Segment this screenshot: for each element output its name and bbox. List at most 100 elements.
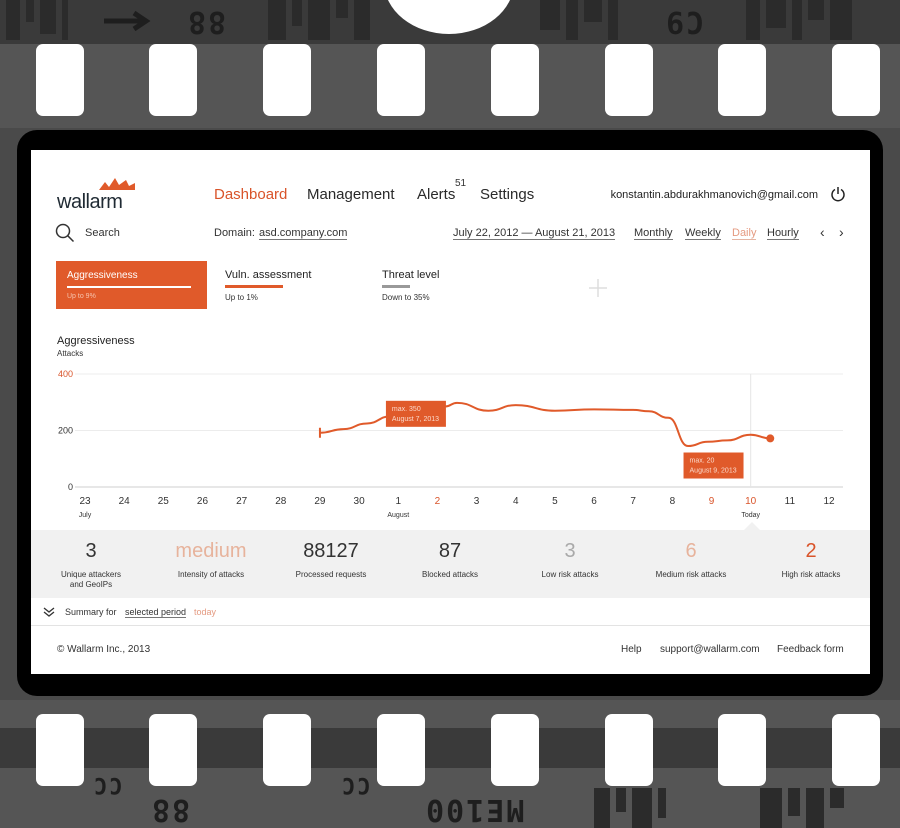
x-tick-label: 1: [395, 496, 401, 507]
metric-tab-subtitle: Up to 9%: [67, 293, 96, 300]
user-email[interactable]: konstantin.abdurakhmanovich@gmail.com: [610, 189, 818, 201]
period-daily[interactable]: Daily: [732, 227, 757, 240]
expand-chevron-icon[interactable]: [43, 606, 55, 618]
next-period-button[interactable]: ›: [839, 224, 844, 240]
x-tick-label: 3: [474, 496, 480, 507]
period-hourly[interactable]: Hourly: [767, 227, 799, 240]
stat-value: 87: [438, 540, 462, 562]
film-perforation: [605, 714, 653, 786]
film-perforation: [491, 714, 539, 786]
date-range-picker[interactable]: July 22, 2012 — August 21, 2013: [453, 227, 616, 240]
series-end-point: [766, 434, 775, 443]
film-arrow-icon: [104, 10, 151, 32]
stat-blocked-attacks[interactable]: 87 Blocked attacks: [395, 530, 505, 580]
film-code-blocks: [268, 0, 376, 40]
x-tick-label: 11: [785, 496, 796, 507]
metric-tab-aggressiveness[interactable]: Aggressiveness Up to 9%: [56, 261, 207, 309]
x-tick-label: 2: [435, 496, 441, 507]
film-perforation: [491, 44, 539, 116]
annotation-box: [385, 400, 446, 427]
stat-value: medium: [175, 540, 247, 562]
search-input[interactable]: Search: [85, 227, 120, 239]
month-label: July: [79, 512, 92, 519]
x-tick-label: 23: [79, 496, 91, 507]
film-code-blocks: [6, 0, 74, 40]
x-tick-label: 4: [513, 496, 519, 507]
x-tick-label: 30: [354, 496, 366, 507]
chart-y-label: Attacks: [57, 349, 84, 358]
domain-selector[interactable]: asd.company.com: [259, 227, 348, 240]
stat-label: Processed requests: [295, 570, 367, 579]
stat-medium-risk[interactable]: 6 Medium risk attacks: [636, 530, 746, 580]
film-perforation: [149, 714, 197, 786]
x-tick-label: 26: [197, 496, 209, 507]
x-tick-label: 10: [745, 496, 757, 507]
dashboard-screen: wallarm Dashboard Management Alerts 51 S…: [31, 150, 870, 674]
stat-value: 2: [805, 540, 817, 562]
x-tick-label: 27: [236, 496, 248, 507]
film-perforation: [36, 714, 84, 786]
x-tick-label: 6: [591, 496, 597, 507]
stat-low-risk[interactable]: 3 Low risk attacks: [515, 530, 625, 580]
logo-text: wallarm: [57, 191, 123, 213]
film-perforation: [718, 44, 766, 116]
film-strip-bottom: CC 88 CC ME100: [0, 700, 900, 828]
annotation-text: max. 20: [690, 458, 715, 465]
film-perforation: [605, 44, 653, 116]
search-icon[interactable]: [55, 223, 75, 243]
film-perforation: [832, 44, 880, 116]
film-perforation: [377, 44, 425, 116]
stat-value: 3: [85, 540, 97, 562]
stat-high-risk[interactable]: 2 High risk attacks: [756, 530, 866, 580]
x-tick-label: 9: [709, 496, 715, 507]
nav-settings[interactable]: Settings: [480, 186, 535, 203]
x-tick-label: 24: [119, 496, 131, 507]
stat-value: 6: [685, 540, 697, 562]
stat-label: Blocked attacks: [421, 570, 479, 579]
film-mark: 88: [150, 792, 191, 827]
add-metric-icon[interactable]: [588, 278, 608, 298]
film-perforation: [36, 44, 84, 116]
footer-support-email-link[interactable]: support@wallarm.com: [660, 644, 760, 655]
metric-tab-title: Vuln. assessment: [225, 269, 312, 281]
summary-prefix: Summary for: [65, 607, 117, 617]
logo[interactable]: wallarm: [57, 178, 147, 213]
nav-management[interactable]: Management: [307, 186, 395, 203]
summary-selected-period-link[interactable]: selected period: [125, 607, 187, 618]
stat-label: Unique attackers and GeoIPs: [60, 570, 122, 589]
alerts-badge: 51: [455, 178, 467, 189]
summary-today-link[interactable]: today: [194, 607, 217, 617]
metric-tab-bar: [382, 285, 410, 288]
logo-flame-icon: [99, 178, 135, 190]
period-weekly[interactable]: Weekly: [685, 227, 721, 240]
chart-y-ticks: 0 200 400: [58, 369, 73, 492]
film-mark: CC: [340, 772, 371, 797]
prev-period-button[interactable]: ‹: [820, 224, 825, 240]
stat-processed-requests[interactable]: 88127 Processed requests: [276, 530, 386, 580]
x-tick-label: 12: [823, 496, 835, 507]
film-mark: 88: [186, 4, 227, 39]
film-code-blocks: [540, 0, 624, 40]
stat-intensity[interactable]: medium Intensity of attacks: [156, 530, 266, 580]
film-strip-top: 88 C9: [0, 0, 900, 128]
chart-grid: [75, 373, 843, 488]
today-notch: [743, 522, 761, 531]
metric-tab-bar: [67, 286, 191, 288]
domain-label: Domain:: [214, 227, 255, 239]
x-tick-label: 28: [275, 496, 287, 507]
footer-feedback-link[interactable]: Feedback form: [777, 644, 844, 655]
film-perforation: [832, 714, 880, 786]
power-icon[interactable]: [830, 186, 846, 202]
nav-dashboard[interactable]: Dashboard: [214, 186, 288, 203]
stats-band: 3 Unique attackers and GeoIPs medium Int…: [31, 530, 870, 598]
footer-help-link[interactable]: Help: [621, 644, 642, 655]
x-tick-label: 7: [630, 496, 636, 507]
nav-alerts[interactable]: Alerts: [417, 186, 456, 203]
metric-tab-subtitle: Up to 1%: [225, 293, 258, 302]
film-mark: C9: [664, 4, 705, 39]
stat-unique-attackers[interactable]: 3 Unique attackers and GeoIPs: [36, 530, 146, 590]
period-monthly[interactable]: Monthly: [634, 227, 673, 240]
month-label: August: [387, 512, 409, 519]
